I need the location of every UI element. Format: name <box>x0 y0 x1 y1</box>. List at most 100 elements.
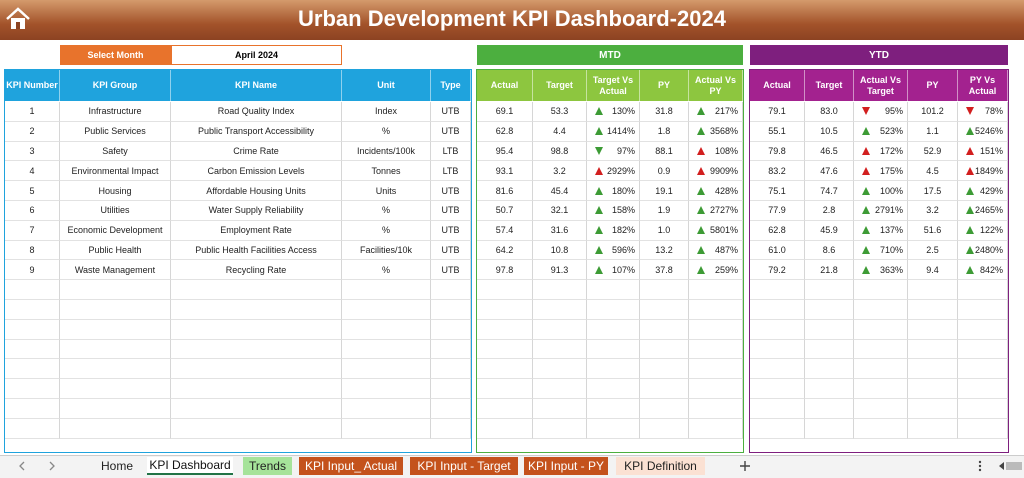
status-arrow <box>595 226 603 235</box>
scrollbar[interactable] <box>974 459 1022 473</box>
empty-cell <box>750 379 805 399</box>
table-cell: Waste Management <box>60 260 171 281</box>
empty-cell <box>854 379 908 399</box>
empty-cell <box>477 418 533 439</box>
status-arrow <box>862 265 870 274</box>
empty-cell <box>854 300 908 320</box>
empty-cell <box>854 280 908 300</box>
table-cell: UTB <box>431 240 471 261</box>
empty-cell <box>805 399 854 419</box>
table-cell: % <box>342 121 431 142</box>
status-arrow <box>595 127 603 136</box>
month-select[interactable]: April 2024 <box>171 45 342 65</box>
empty-cell <box>750 359 805 380</box>
empty-cell <box>477 280 533 300</box>
table-cell: 101.2 <box>908 102 958 122</box>
empty-cell <box>171 319 342 340</box>
status-arrow <box>697 107 705 116</box>
empty-cell <box>431 359 471 380</box>
table-cell: 62.8 <box>750 220 805 241</box>
table-cell: 8.6 <box>805 240 854 261</box>
sheet-tab[interactable]: KPI Input_ Actual <box>299 457 403 475</box>
sheet-tab[interactable]: KPI Definition <box>616 457 705 475</box>
column-header: Type <box>431 70 471 101</box>
column-header: Actual Vs PY <box>689 70 743 101</box>
empty-cell <box>908 379 958 399</box>
status-value: 2791% <box>874 205 903 216</box>
table-cell: Tonnes <box>342 161 431 182</box>
empty-cell <box>689 319 743 340</box>
empty-cell <box>854 339 908 360</box>
status-value: 2727% <box>709 205 738 216</box>
empty-cell <box>477 339 533 360</box>
status-arrow <box>697 146 705 155</box>
home-icon[interactable] <box>4 6 32 32</box>
table-cell: 31.6 <box>533 220 587 241</box>
empty-cell <box>750 280 805 300</box>
empty-cell <box>477 359 533 380</box>
table-cell: 32.1 <box>533 201 587 221</box>
column-header: Actual <box>477 70 533 101</box>
sheet-tab[interactable]: KPI Input - Target <box>410 457 518 475</box>
status-cell: 182% <box>587 220 640 241</box>
empty-cell <box>342 359 431 380</box>
status-cell: 217% <box>689 102 743 122</box>
table-cell: Index <box>342 102 431 122</box>
status-value: 842% <box>979 264 1003 275</box>
table-cell: 61.0 <box>750 240 805 261</box>
empty-cell <box>587 418 640 439</box>
status-value: 130% <box>611 106 635 117</box>
empty-cell <box>958 359 1008 380</box>
table-cell: 91.3 <box>533 260 587 281</box>
status-value: 259% <box>714 264 738 275</box>
table-cell: 1.8 <box>640 121 689 142</box>
table-cell: Utilities <box>60 201 171 221</box>
empty-cell <box>640 319 689 340</box>
table-cell: Incidents/100k <box>342 141 431 162</box>
status-value: 97% <box>616 145 635 156</box>
sheet-tab[interactable]: Trends <box>243 457 292 475</box>
status-cell: 95% <box>854 102 908 122</box>
table-cell: 5 <box>5 181 60 201</box>
table-cell: % <box>342 220 431 241</box>
table-cell: 2.5 <box>908 240 958 261</box>
add-sheet[interactable] <box>738 459 752 473</box>
status-value: 137% <box>879 225 903 236</box>
table-cell: 9 <box>5 260 60 281</box>
status-cell: 97% <box>587 141 640 162</box>
table-cell: 4.5 <box>908 161 958 182</box>
filter-label: Select Month <box>60 45 171 65</box>
table-cell: 2.8 <box>805 201 854 221</box>
empty-cell <box>431 300 471 320</box>
empty-cell <box>805 359 854 380</box>
empty-cell <box>60 280 171 300</box>
status-value: 428% <box>714 185 738 196</box>
sheet-tab[interactable]: KPI Dashboard <box>147 457 233 475</box>
dashboard-title: Urban Development KPI Dashboard-2024 <box>298 6 726 31</box>
empty-cell <box>958 379 1008 399</box>
status-arrow <box>595 245 603 254</box>
empty-cell <box>342 418 431 439</box>
empty-cell <box>533 319 587 340</box>
table-cell: 0.9 <box>640 161 689 182</box>
sheet-tab[interactable]: KPI Input - PY <box>524 457 608 475</box>
tab-scroll[interactable] <box>14 459 64 473</box>
table-cell: 2 <box>5 121 60 142</box>
table-cell: 69.1 <box>477 102 533 122</box>
status-cell: 172% <box>854 141 908 162</box>
empty-cell <box>587 280 640 300</box>
status-arrow <box>862 146 870 155</box>
sheet-tab[interactable]: Home <box>101 459 134 473</box>
empty-cell <box>60 418 171 439</box>
table-cell: 1.9 <box>640 201 689 221</box>
status-cell: 180% <box>587 181 640 201</box>
table-cell: 1.1 <box>908 121 958 142</box>
status-value: 122% <box>979 225 1003 236</box>
table-cell: Infrastructure <box>60 102 171 122</box>
status-cell: 1414% <box>587 121 640 142</box>
empty-cell <box>640 379 689 399</box>
table-cell: 51.6 <box>908 220 958 241</box>
table-cell: 21.8 <box>805 260 854 281</box>
empty-cell <box>5 319 60 340</box>
